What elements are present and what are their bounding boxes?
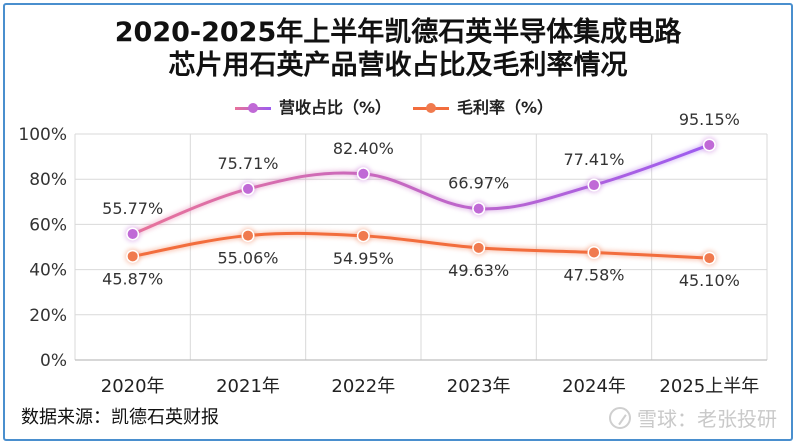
data-point-revenue-share: [358, 168, 369, 179]
snowball-logo-icon: [609, 406, 631, 429]
data-label-gross-margin: 54.95%: [333, 249, 394, 268]
legend-marker-gross-margin: [426, 103, 436, 113]
plot-area: 0% 20% 40% 60% 80% 100% 2020年 2021年 2022年 2023年 20…: [18, 110, 768, 397]
chart-title-line2: 芯片用石英产品营收占比及毛利率情况: [168, 50, 628, 81]
chart-frame: 2020-2025年上半年凯德石英半导体集成电路 芯片用石英产品营收占比及毛利率…: [3, 3, 793, 441]
data-label-revenue-share: 66.97%: [448, 174, 509, 193]
legend-label-revenue-share: 营收占比（%）: [279, 98, 392, 117]
data-point-gross-margin: [358, 230, 369, 241]
data-label-revenue-share: 95.15%: [679, 110, 740, 129]
data-label-revenue-share: 82.40%: [333, 139, 394, 158]
data-point-gross-margin: [243, 230, 253, 241]
data-label-gross-margin: 45.10%: [679, 271, 740, 290]
data-point-revenue-share: [127, 228, 138, 239]
series-line-gross-margin: [131, 231, 711, 260]
legend-label-gross-margin: 毛利率（%）: [457, 98, 554, 117]
chart-title-line1: 2020-2025年上半年凯德石英半导体集成电路: [114, 17, 682, 48]
data-point-gross-margin: [127, 251, 138, 262]
data-label-gross-margin: 55.06%: [217, 249, 278, 268]
data-label-gross-margin: 45.87%: [102, 269, 163, 288]
x-tick-label: 2020年: [101, 376, 165, 397]
y-tick-label: 60%: [29, 215, 67, 235]
y-tick-label: 20%: [29, 306, 67, 326]
data-source-note: 数据来源：凯德石英财报: [21, 407, 219, 428]
watermark: 雪球：老张投研: [609, 403, 777, 432]
data-label-revenue-share: 55.77%: [102, 199, 163, 218]
x-tick-label: 2023年: [447, 376, 511, 397]
y-tick-label: 0%: [40, 351, 67, 371]
data-point-revenue-share: [704, 139, 715, 150]
data-point-gross-margin: [473, 242, 484, 253]
data-label-gross-margin: 47.58%: [563, 265, 624, 284]
data-point-revenue-share: [473, 203, 484, 214]
legend-marker-revenue-share: [248, 103, 258, 113]
x-tick-label: 2021年: [216, 376, 280, 397]
data-point-revenue-share: [589, 180, 599, 191]
data-label-gross-margin: 49.63%: [448, 261, 509, 280]
data-label-revenue-share: 75.71%: [217, 154, 278, 173]
x-tick-label: 2024年: [562, 376, 626, 397]
data-point-revenue-share: [243, 183, 253, 194]
data-point-gross-margin: [589, 247, 599, 258]
x-tick-label: 2025上半年: [659, 376, 759, 397]
data-point-gross-margin: [704, 253, 715, 264]
series-line-revenue-share: [131, 143, 711, 236]
y-tick-label: 40%: [29, 261, 67, 281]
data-label-revenue-share: 77.41%: [563, 150, 624, 169]
x-tick-label: 2022年: [331, 376, 395, 397]
y-tick-label: 80%: [29, 170, 67, 190]
y-tick-label: 100%: [18, 125, 67, 145]
watermark-text: 雪球：老张投研: [637, 407, 777, 431]
chart-legend: 营收占比（%） 毛利率（%）: [5, 97, 791, 119]
